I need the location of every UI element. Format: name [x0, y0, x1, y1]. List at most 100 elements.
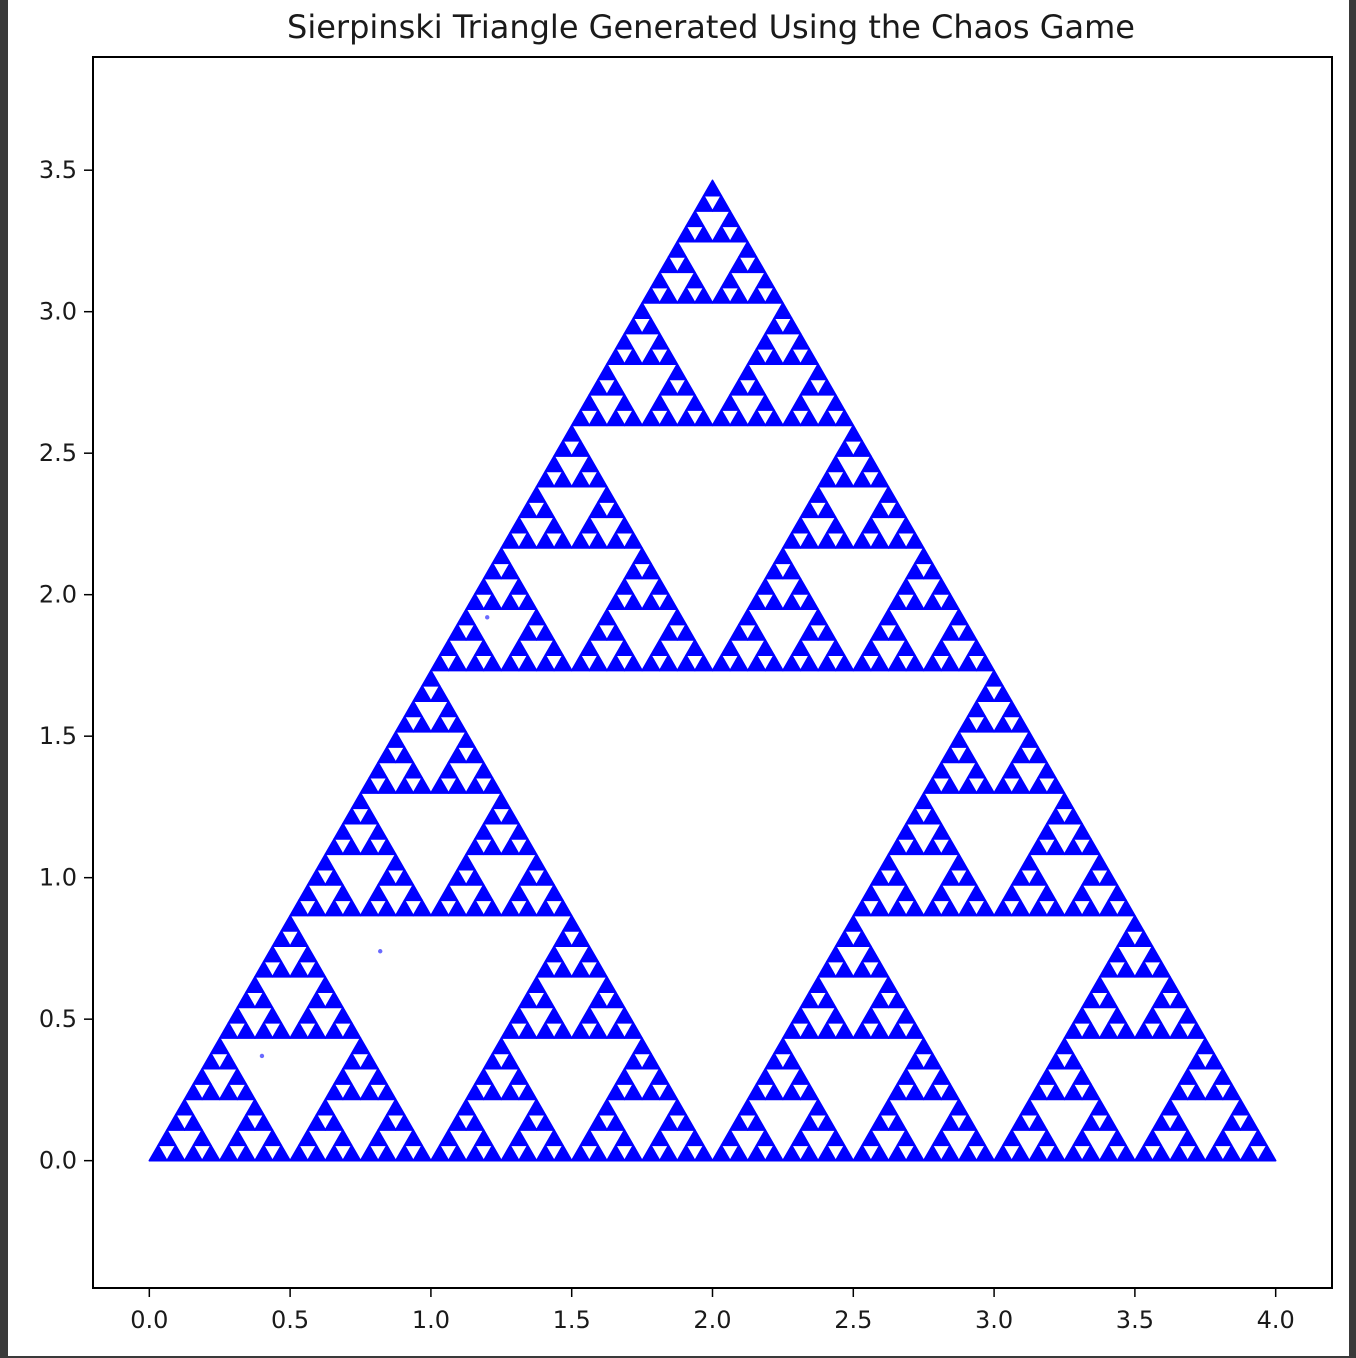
fractal-cell-356 [1178, 1129, 1198, 1147]
fractal-cell-658 [658, 409, 679, 427]
fractal-cell-98 [526, 1098, 547, 1116]
fractal-cell-268 [782, 1052, 802, 1070]
fractal-cell-81 [430, 1144, 450, 1162]
fractal-cell-202 [553, 899, 573, 917]
fractal-cell-341 [1090, 1098, 1110, 1116]
stray-point-2 [485, 615, 490, 620]
fractal-cell-1 [166, 1144, 186, 1162]
fractal-cell-349 [1063, 1052, 1083, 1070]
fractal-cell-574 [746, 623, 767, 641]
fractal-cell-327 [1028, 1144, 1048, 1162]
fractal-cell-366 [1222, 1113, 1242, 1131]
fractal-cell-408 [887, 899, 907, 917]
fractal-cell-69 [306, 991, 327, 1009]
x-tick-label-3: 1.5 [553, 1306, 591, 1334]
fractal-cell-8 [174, 1098, 195, 1116]
fractal-cell-141 [518, 991, 538, 1009]
fractal-cell-244 [729, 1144, 749, 1162]
fractal-cell-512 [491, 547, 511, 565]
fractal-cell-56 [227, 1006, 247, 1024]
fractal-cell-300 [817, 1021, 837, 1039]
fractal-cell-430 [922, 807, 943, 825]
fractal-cell-106 [500, 1052, 520, 1070]
fractal-cell-233 [456, 730, 476, 748]
fractal-cell-308 [861, 1006, 881, 1024]
fractal-cell-707 [685, 271, 705, 289]
fractal-cell-204 [518, 868, 538, 886]
fractal-cell-40 [412, 1144, 432, 1162]
fractal-cell-360 [1204, 1144, 1224, 1162]
fractal-cell-510 [482, 562, 503, 580]
fractal-cell-532 [623, 593, 643, 611]
fractal-cell-660 [676, 409, 696, 427]
fractal-cell-257 [826, 1129, 846, 1147]
fractal-cell-623 [790, 516, 811, 534]
fractal-cell-489 [465, 654, 485, 672]
fractal-cell-149 [614, 1006, 635, 1024]
fractal-cell-285 [940, 1113, 960, 1131]
fractal-cell-380 [1072, 1006, 1092, 1024]
fractal-cell-272 [861, 1129, 881, 1147]
y-tick-label-5: 2.5 [39, 439, 77, 467]
fractal-cell-524 [650, 639, 670, 657]
fractal-cell-595 [870, 654, 890, 672]
fractal-cell-315 [817, 960, 837, 978]
fractal-cell-346 [1081, 1083, 1101, 1101]
fractal-cell-669 [641, 348, 661, 365]
fractal-cell-145 [588, 1021, 608, 1039]
fractal-cell-246 [746, 1144, 767, 1162]
fractal-cell-415 [940, 899, 960, 917]
fractal-cell-124 [676, 1113, 696, 1131]
fractal-cell-602 [878, 608, 899, 626]
fractal-cell-492 [447, 623, 467, 641]
fractal-cell-278 [878, 1098, 899, 1116]
fractal-cell-500 [544, 639, 564, 657]
stray-point-0 [259, 1053, 265, 1059]
fractal-cell-498 [535, 654, 555, 672]
fractal-cell-654 [588, 378, 608, 396]
fractal-cell-441 [1063, 899, 1083, 917]
fractal-cell-613 [905, 593, 925, 611]
fractal-cell-50 [368, 1067, 388, 1085]
fractal-cell-46 [342, 1083, 362, 1101]
fractal-cell-190 [447, 899, 467, 917]
fractal-cell-717 [729, 256, 749, 274]
fractal-cell-52 [359, 1052, 379, 1070]
fractal-cell-200 [509, 884, 529, 902]
fractal-cell-373 [1222, 1083, 1242, 1101]
fractal-cell-237 [430, 715, 450, 733]
fractal-cell-135 [500, 1021, 520, 1039]
fractal-cell-710 [667, 240, 687, 258]
fractal-cell-714 [746, 286, 767, 304]
fractal-cell-422 [949, 853, 969, 871]
x-tick-label-7: 3.5 [1116, 1306, 1154, 1334]
fractal-cell-311 [896, 1006, 916, 1024]
fractal-cell-284 [966, 1129, 987, 1147]
fractal-cell-342 [1028, 1083, 1048, 1101]
figure-canvas: Sierpinski Triangle Generated Using the … [8, 0, 1349, 1356]
fractal-cell-197 [456, 853, 476, 871]
fractal-cell-178 [394, 868, 415, 886]
fractal-cell-280 [940, 1144, 960, 1162]
fractal-cell-630 [852, 531, 872, 549]
fractal-cell-501 [518, 623, 538, 641]
fractal-cell-553 [623, 531, 643, 549]
fractal-cell-455 [1072, 822, 1092, 840]
fractal-cell-394 [1169, 991, 1189, 1009]
fractal-cell-476 [1019, 730, 1039, 748]
fractal-cell-437 [1037, 884, 1057, 902]
fractal-cell-75 [289, 960, 309, 978]
fractal-cell-195 [447, 868, 467, 886]
y-tick-label-3: 1.5 [39, 722, 77, 750]
fractal-cell-358 [1169, 1113, 1189, 1131]
fractal-cell-144 [570, 1021, 591, 1039]
fractal-cell-230 [474, 761, 494, 779]
fractal-cell-433 [1010, 899, 1031, 917]
fractal-cell-495 [500, 654, 520, 672]
fractal-cell-499 [553, 654, 573, 672]
fractal-cell-655 [606, 378, 626, 396]
fractal-cell-120 [676, 1144, 696, 1162]
fractal-cell-706 [694, 286, 714, 304]
fractal-cell-552 [606, 531, 626, 549]
fractal-cell-698 [790, 332, 811, 350]
